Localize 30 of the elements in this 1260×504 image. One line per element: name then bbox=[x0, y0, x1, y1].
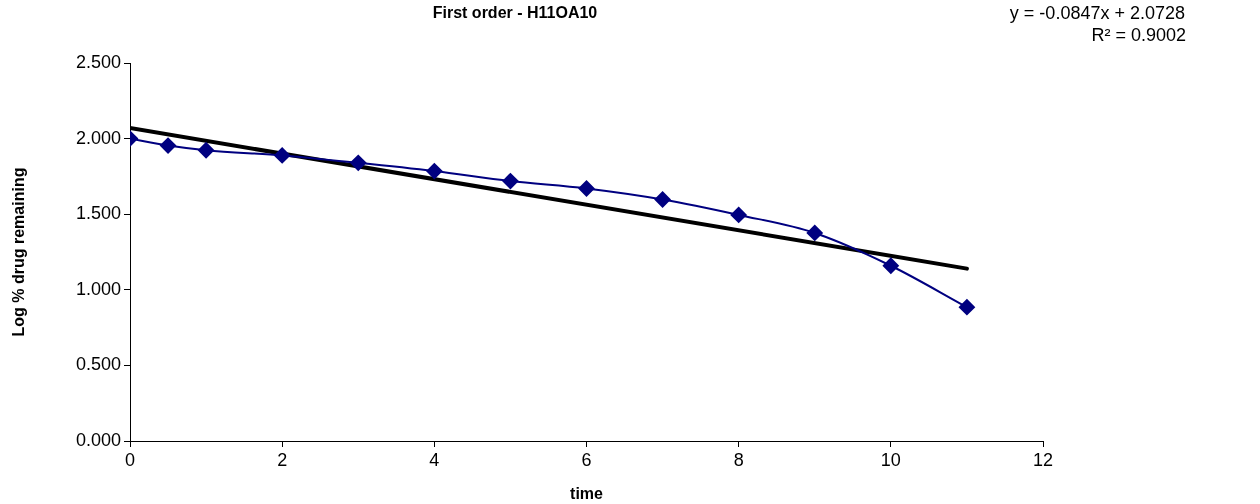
point bbox=[426, 163, 443, 180]
x-tick-label: 10 bbox=[880, 449, 901, 470]
y-tick-label: 2.000 bbox=[75, 127, 121, 148]
y-tick-label: 2.500 bbox=[75, 51, 121, 72]
x-tick-label: 8 bbox=[733, 449, 744, 470]
y-tick-label: 1.000 bbox=[75, 278, 121, 299]
x-tick-label: 0 bbox=[124, 449, 136, 470]
text: y = -0.0847x + 2.0728 bbox=[1009, 2, 1185, 23]
y-axis-title: Log % drug remaining bbox=[10, 167, 28, 337]
y-tick-label: 0.000 bbox=[75, 429, 121, 450]
x-tick-label: 2 bbox=[277, 449, 288, 470]
x-axis-title: time bbox=[570, 484, 604, 502]
point bbox=[730, 206, 747, 223]
point bbox=[160, 137, 177, 154]
chart-title: First order - H11OA10 bbox=[432, 4, 598, 22]
y-tick-label: 1.500 bbox=[75, 203, 121, 224]
x-tick-label: 4 bbox=[429, 449, 440, 470]
point bbox=[502, 173, 519, 190]
text: R² = 0.9002 bbox=[1091, 24, 1186, 45]
point bbox=[274, 147, 291, 164]
y-tick-label: 0.500 bbox=[75, 354, 121, 375]
point bbox=[654, 191, 671, 208]
point bbox=[198, 142, 215, 159]
x-tick-label: 6 bbox=[581, 449, 592, 470]
point bbox=[578, 180, 595, 197]
point bbox=[882, 257, 899, 274]
point bbox=[958, 299, 975, 316]
point bbox=[806, 224, 823, 241]
x-tick-label: 12 bbox=[1032, 449, 1054, 470]
point bbox=[350, 154, 367, 171]
